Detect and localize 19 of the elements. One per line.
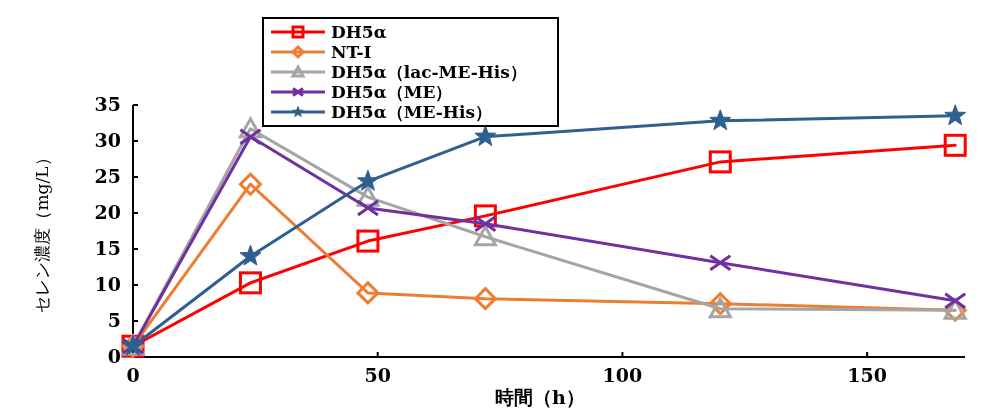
legend-label: DH5α（lac-ME-His）	[331, 62, 527, 82]
legend-label: NT-I	[331, 42, 372, 62]
legend-label: DH5α（ME）	[331, 82, 453, 102]
y-tick-label: 0	[107, 345, 121, 367]
x-tick-label: 0	[126, 364, 140, 386]
x-tick-label: 50	[364, 364, 391, 386]
x-axis-title: 時間（h）	[495, 386, 585, 408]
y-tick-label: 10	[94, 273, 121, 295]
y-tick-label: 5	[107, 309, 121, 331]
x-tick-label: 100	[602, 364, 643, 386]
legend-label: DH5α	[331, 22, 387, 42]
y-tick-label: 15	[94, 237, 121, 259]
y-tick-label: 20	[94, 201, 121, 223]
y-axis-title: セレン濃度（mg/L）	[32, 149, 52, 313]
y-tick-label: 35	[94, 93, 121, 115]
legend-label: DH5α（ME-His）	[331, 102, 492, 122]
y-tick-label: 25	[94, 165, 121, 187]
y-tick-label: 30	[94, 129, 121, 151]
x-tick-label: 150	[847, 364, 887, 386]
